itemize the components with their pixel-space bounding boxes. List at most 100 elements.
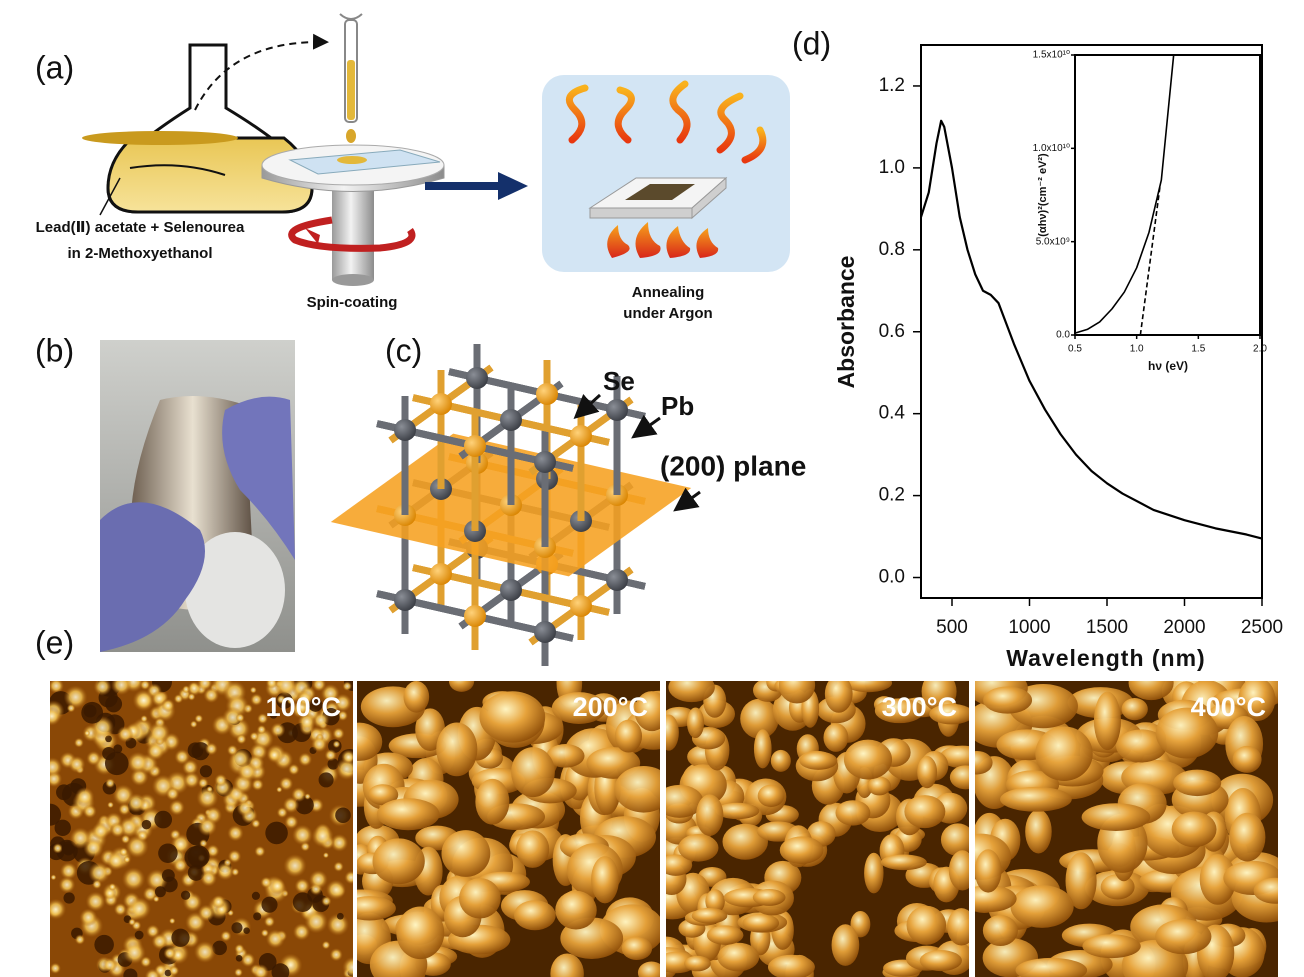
afm-feature xyxy=(188,845,210,867)
shaft-end xyxy=(332,274,374,286)
plane-label: (200) plane xyxy=(660,450,806,481)
afm-grain xyxy=(864,853,883,894)
afm-feature xyxy=(151,933,167,949)
pipette-liquid xyxy=(347,60,355,120)
caption: under Argon xyxy=(623,305,712,322)
afm-feature xyxy=(214,774,227,787)
x-tick-label: 2500 xyxy=(1241,617,1283,638)
afm-feature xyxy=(53,843,63,853)
x-axis-label: hν (eV) xyxy=(1148,359,1188,373)
afm-feature xyxy=(123,941,146,964)
afm-feature xyxy=(166,787,180,801)
drop xyxy=(346,129,356,143)
afm-grain xyxy=(1254,878,1297,904)
coated-drop xyxy=(337,156,367,164)
x-axis-label: Wavelength (nm) xyxy=(1006,645,1205,671)
afm-grain xyxy=(1172,812,1217,848)
afm-feature xyxy=(74,738,84,748)
afm-feature xyxy=(119,847,128,856)
afm-feature xyxy=(312,677,326,691)
afm-grain xyxy=(920,950,962,971)
panel-c: (c) xyxy=(331,332,691,666)
afm-grain xyxy=(449,670,474,691)
atom xyxy=(570,425,592,447)
afm-feature xyxy=(200,765,212,777)
afm-feature xyxy=(45,899,66,920)
afm-grain xyxy=(799,752,837,770)
atom-label: Pb xyxy=(661,391,694,421)
atom xyxy=(536,383,558,405)
afm-feature xyxy=(75,934,85,944)
afm-feature xyxy=(321,896,331,906)
afm-feature xyxy=(250,686,257,693)
afm-feature xyxy=(169,965,179,975)
afm-feature xyxy=(227,825,244,842)
afm-grain xyxy=(941,823,975,856)
afm-feature xyxy=(102,747,115,760)
afm-grain xyxy=(479,691,545,742)
afm-feature xyxy=(123,856,130,863)
afm-grain xyxy=(404,681,430,713)
afm-feature xyxy=(253,912,261,920)
afm-feature xyxy=(342,681,352,691)
afm-grain xyxy=(949,850,976,890)
caption: Lead(Ⅱ) acetate + Selenourea xyxy=(36,219,245,236)
afm-feature xyxy=(341,750,355,764)
afm-grain xyxy=(780,836,824,864)
y-tick-label: 1.5x10¹⁰ xyxy=(1033,50,1070,61)
afm-feature xyxy=(154,811,172,829)
afm-feature xyxy=(75,787,95,807)
atom xyxy=(464,435,486,457)
afm-grain xyxy=(668,672,714,702)
atom xyxy=(430,393,452,415)
afm-feature xyxy=(293,892,313,912)
afm-feature xyxy=(236,713,245,722)
afm-feature xyxy=(261,897,277,913)
afm-feature xyxy=(288,764,300,776)
afm-feature xyxy=(162,869,175,882)
afm-grain xyxy=(459,878,501,918)
atom xyxy=(606,399,628,421)
afm-feature xyxy=(140,715,148,723)
afm-feature xyxy=(243,927,250,934)
afm-feature xyxy=(63,844,75,856)
afm-grain xyxy=(1129,666,1174,700)
afm-feature xyxy=(269,878,286,895)
afm-grain xyxy=(832,924,860,966)
afm-feature xyxy=(236,734,246,744)
afm-feature xyxy=(173,858,188,873)
figure: (a) Lead(Ⅱ) acetate + Selenourea in 2-Me… xyxy=(0,0,1304,977)
afm-grain xyxy=(684,956,711,972)
afm-grain xyxy=(511,747,555,797)
afm-feature xyxy=(298,752,312,766)
afm-grain xyxy=(614,766,673,813)
atom xyxy=(534,621,556,643)
panel-e: (e) 100°C200°C300°C400°C xyxy=(35,624,1302,977)
afm-grain xyxy=(1082,803,1151,831)
afm-grain xyxy=(516,830,549,868)
afm-feature xyxy=(250,732,259,741)
x-tick-label: 1.0 xyxy=(1130,344,1144,355)
afm-feature xyxy=(237,762,257,782)
temperature-label: 100°C xyxy=(266,692,341,722)
afm-feature xyxy=(250,693,263,706)
x-tick-label: 2000 xyxy=(1163,617,1205,638)
afm-feature xyxy=(319,772,334,787)
afm-feature xyxy=(84,730,90,736)
afm-feature xyxy=(169,918,176,925)
afm-grain xyxy=(983,915,1018,946)
atom xyxy=(534,451,556,473)
afm-feature xyxy=(58,876,75,893)
y-tick-label: 1.0x10¹⁰ xyxy=(1033,143,1070,154)
atom xyxy=(500,579,522,601)
panel-label: (c) xyxy=(385,332,422,368)
afm-feature xyxy=(79,908,97,926)
afm-feature xyxy=(111,675,132,696)
y-axis-label: (αhν)²(cm⁻² eV²) xyxy=(1037,153,1049,237)
afm-feature xyxy=(107,802,114,809)
afm-feature xyxy=(194,941,216,963)
afm-grain xyxy=(591,856,619,903)
afm-feature xyxy=(140,680,151,691)
afm-feature xyxy=(169,799,185,815)
afm-feature xyxy=(194,714,203,723)
